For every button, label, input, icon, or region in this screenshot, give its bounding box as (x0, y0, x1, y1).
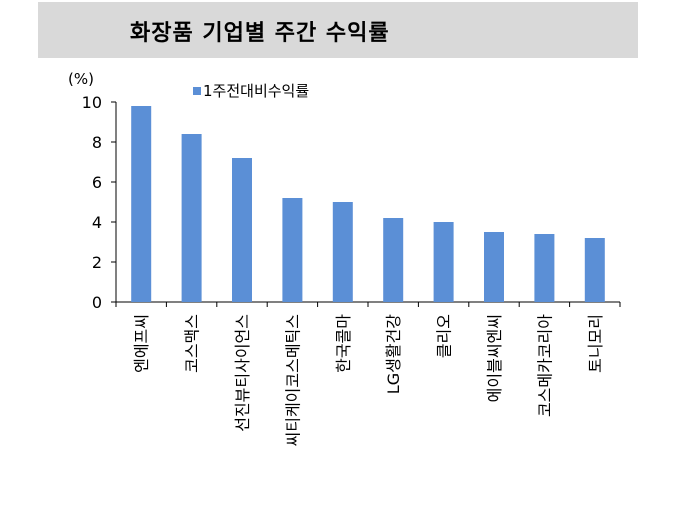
y-tick-label: 6 (92, 173, 102, 192)
y-tick-label: 10 (82, 93, 102, 112)
y-tick-label: 2 (92, 253, 102, 272)
bar (232, 158, 252, 302)
x-category-label: 씨티케이코스메틱스 (283, 314, 302, 446)
x-category-label: 엔에프씨 (132, 314, 151, 373)
bar (181, 134, 202, 302)
bar (534, 234, 555, 302)
y-tick-label: 0 (92, 293, 102, 312)
bar (282, 198, 303, 302)
title-band: 화장품 기업별 주간 수익률 (38, 2, 638, 58)
bar (383, 218, 404, 302)
legend: 1주전대비수익률 (193, 80, 309, 101)
y-tick-label: 4 (92, 213, 102, 232)
x-category-label: 에이블씨엔씨 (485, 314, 504, 402)
bar (131, 106, 152, 302)
x-category-label: 코스맥스 (183, 314, 202, 373)
x-category-label: 한국콜마 (334, 314, 353, 373)
x-category-label: 코스메카코리아 (535, 314, 554, 417)
chart-title: 화장품 기업별 주간 수익률 (130, 21, 390, 46)
y-axis-unit-label: (%) (68, 70, 94, 88)
x-category-label: 토니모리 (586, 314, 605, 373)
bar (433, 222, 454, 302)
bar (332, 202, 353, 302)
x-category-label: 선진뷰티사이언스 (233, 314, 252, 432)
x-category-label: 클리오 (435, 314, 454, 358)
bar (584, 238, 605, 302)
bar (484, 232, 504, 302)
y-tick-label: 8 (92, 133, 102, 152)
legend-swatch (193, 86, 201, 95)
x-category-label: LG생활건강 (384, 314, 403, 394)
legend-label: 1주전대비수익률 (203, 82, 310, 100)
